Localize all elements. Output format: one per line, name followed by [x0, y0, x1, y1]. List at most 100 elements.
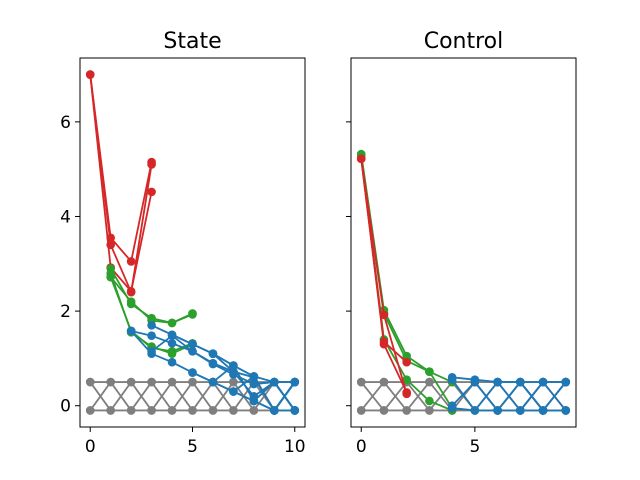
state-point-blue-9-0 [229, 387, 238, 396]
control-point-gray-flat-top-0 [356, 377, 366, 387]
state-point-blue-5-1 [188, 339, 197, 349]
control-point-red-3-0 [356, 154, 366, 164]
control-point-red-3-2 [402, 388, 411, 397]
control-point-blue-4-0 [447, 401, 457, 411]
control-plot-area [356, 149, 571, 415]
state-point-blue-2-2 [167, 357, 177, 367]
state-point-gray-flat-bottom-4 [167, 406, 177, 415]
state-point-green-3-2 [147, 313, 156, 323]
state-point-red-3-1 [106, 240, 115, 250]
state-ticks: 0 5 10 0 2 4 6 [60, 113, 305, 457]
state-ytick-label-2: 4 [60, 207, 71, 227]
state-point-red-2-3 [147, 187, 156, 197]
state-point-red-3-2 [126, 287, 136, 297]
control-point-green-2-2 [402, 375, 411, 384]
control-point-blue-6-2 [538, 406, 548, 415]
state-point-green-3-3 [167, 318, 177, 328]
control-point-gray-flat-top-1 [379, 377, 389, 387]
control-point-blue-3-0 [447, 375, 457, 384]
state-panel: State 0 5 10 0 2 4 6 [60, 29, 305, 457]
control-point-gray-flat-bottom-2 [402, 406, 411, 415]
state-point-gray-flat-bottom-3 [147, 406, 156, 415]
control-point-red-3-1 [379, 339, 389, 349]
state-point-blue-8-0 [208, 377, 218, 387]
control-point-green-2-3 [425, 396, 434, 406]
state-point-gray-flat-bottom-5 [188, 406, 197, 415]
state-point-blue-11-1 [270, 406, 279, 415]
control-series-red-3 [360, 158, 408, 393]
state-point-green-3-1 [126, 299, 136, 309]
state-point-gray-flat-bottom-2 [126, 406, 136, 415]
state-point-blue-4-3 [208, 358, 218, 368]
state-ytick-label-3: 6 [60, 113, 71, 133]
state-point-blue-5-0 [167, 330, 177, 340]
state-point-blue-9-1 [249, 372, 259, 381]
control-series-red-2 [360, 158, 408, 363]
control-point-gray-flat-bottom-0 [356, 406, 366, 415]
state-series-blue-2 [130, 330, 295, 412]
state-point-green-4-3 [167, 349, 177, 358]
control-point-gray-flat-bottom-1 [379, 406, 389, 415]
state-point-gray-flat-top-0 [85, 377, 95, 387]
state-point-green-4-0 [106, 268, 115, 278]
control-point-gray-flat-bottom-3 [425, 406, 434, 415]
state-point-blue-10-2 [290, 406, 300, 415]
control-series-green-2 [360, 154, 453, 412]
state-ytick-label-1: 2 [60, 302, 71, 322]
state-point-gray-flat-top-5 [188, 377, 197, 387]
control-series-green-1 [360, 153, 453, 409]
state-point-green-3-4 [188, 309, 197, 318]
state-point-blue-4-2 [188, 347, 197, 356]
control-point-blue-5-0 [470, 377, 480, 387]
state-point-gray-flat-bottom-6 [208, 406, 218, 415]
control-xtick-label-0: 0 [356, 437, 367, 457]
state-point-red-3-3 [147, 160, 156, 169]
state-point-gray-flat-top-7 [229, 377, 238, 387]
state-xtick-label-1: 5 [187, 437, 198, 457]
control-point-red-1-1 [379, 310, 389, 320]
state-point-gray-flat-bottom-1 [106, 406, 115, 415]
control-point-blue-7-1 [538, 377, 548, 387]
state-point-blue-4-0 [147, 347, 156, 356]
state-point-blue-1-2 [167, 338, 177, 348]
state-point-blue-2-0 [126, 326, 136, 336]
control-point-blue-6-1 [516, 377, 525, 387]
state-point-gray-flat-bottom-8 [249, 406, 259, 415]
state-point-blue-11-0 [249, 396, 259, 406]
state-series-red-2 [89, 74, 153, 294]
state-series-red-3 [89, 74, 153, 296]
control-point-blue-5-1 [493, 406, 502, 415]
state-point-blue-3-0 [147, 320, 156, 330]
state-title: State [163, 29, 221, 54]
state-point-blue-7-0 [208, 349, 218, 358]
state-point-gray-flat-top-1 [106, 377, 115, 387]
state-point-gray-flat-bottom-7 [229, 406, 238, 415]
control-point-blue-3-1 [470, 406, 480, 415]
control-title: Control [424, 29, 504, 54]
state-point-red-3-0 [85, 70, 95, 79]
control-axes-frame [350, 57, 577, 428]
state-xtick-label-2: 10 [284, 437, 306, 457]
state-point-blue-8-1 [229, 361, 238, 370]
state-point-blue-10-1 [270, 377, 279, 387]
state-xtick-label-0: 0 [85, 437, 96, 457]
state-point-gray-flat-top-2 [126, 377, 136, 387]
control-point-gray-flat-top-3 [425, 377, 434, 387]
control-series-red-1 [360, 158, 408, 395]
state-point-blue-1-1 [147, 331, 156, 341]
state-point-blue-11-2 [290, 377, 300, 387]
state-point-blue-6-0 [188, 368, 197, 377]
control-point-blue-6-0 [493, 377, 502, 387]
state-point-gray-flat-bottom-0 [85, 406, 95, 415]
state-point-gray-flat-top-4 [167, 377, 177, 387]
control-point-green-3-3 [425, 367, 434, 376]
state-point-red-1-2 [126, 257, 136, 266]
control-point-blue-7-2 [561, 377, 571, 387]
state-point-gray-flat-top-3 [147, 377, 156, 387]
control-point-red-2-2 [402, 357, 411, 367]
control-xtick-label-1: 5 [469, 437, 480, 457]
state-point-blue-10-0 [249, 379, 259, 389]
